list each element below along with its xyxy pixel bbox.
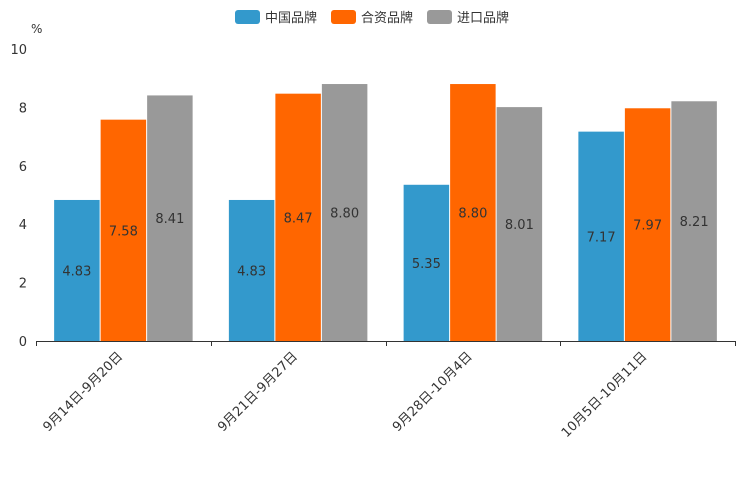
bar-value-label: 7.58 [109, 224, 138, 239]
bar-0-3 [578, 131, 624, 341]
x-tick-label: 9月28日-10月4日 [390, 349, 476, 435]
y-tick-label: 2 [19, 277, 27, 292]
y-tick-label: 10 [10, 43, 27, 58]
bar-value-label: 7.97 [633, 219, 662, 234]
bar-value-label: 8.47 [284, 211, 313, 226]
y-tick-label: 8 [19, 101, 27, 116]
bar-value-label: 8.41 [155, 212, 184, 227]
bar-2-1 [321, 84, 368, 341]
bar-2-0 [147, 95, 193, 341]
bar-value-label: 4.83 [62, 264, 91, 279]
bar-1-3 [624, 108, 671, 341]
bar-2-3 [671, 101, 717, 341]
bar-value-label: 7.17 [587, 230, 616, 245]
x-tick-label: 9月14日-9月20日 [40, 349, 126, 435]
y-axis-unit-label: % [31, 22, 43, 36]
legend-item-import-brand[interactable]: 进口品牌 [427, 7, 509, 26]
y-tick-label: 4 [19, 218, 27, 233]
legend-swatch-joint-venture-brand [330, 9, 356, 24]
bar-1-2 [450, 84, 496, 341]
bar-2-2 [496, 107, 543, 341]
bar-1-0 [100, 119, 147, 341]
legend-swatch-china-brand [234, 9, 260, 24]
bar-value-label: 8.80 [330, 207, 359, 222]
legend-swatch-import-brand [427, 9, 452, 24]
x-tick-label: 10月5日-10月11日 [559, 349, 651, 441]
chart-legend: 中国品牌 合资品牌 进口品牌 [0, 7, 744, 26]
legend-label-china-brand: 中国品牌 [264, 11, 317, 26]
bar-value-label: 8.21 [680, 215, 709, 230]
legend-item-joint-venture-brand[interactable]: 合资品牌 [330, 7, 413, 26]
bar-value-label: 8.01 [505, 218, 534, 233]
bar-value-label: 5.35 [412, 257, 441, 272]
legend-label-joint-venture-brand: 合资品牌 [360, 11, 413, 26]
bar-0-1 [228, 199, 275, 341]
x-tick-label: 9月21日-9月27日 [215, 349, 301, 435]
bar-1-1 [275, 93, 321, 342]
bar-value-label: 8.80 [458, 207, 487, 222]
bar-0-0 [54, 199, 100, 341]
bar-value-label: 4.83 [237, 264, 266, 279]
y-tick-label: 0 [19, 335, 27, 350]
legend-item-china-brand[interactable]: 中国品牌 [234, 7, 317, 26]
y-tick-label: 6 [19, 160, 27, 175]
bar-0-2 [403, 184, 450, 341]
legend-label-import-brand: 进口品牌 [457, 11, 510, 26]
